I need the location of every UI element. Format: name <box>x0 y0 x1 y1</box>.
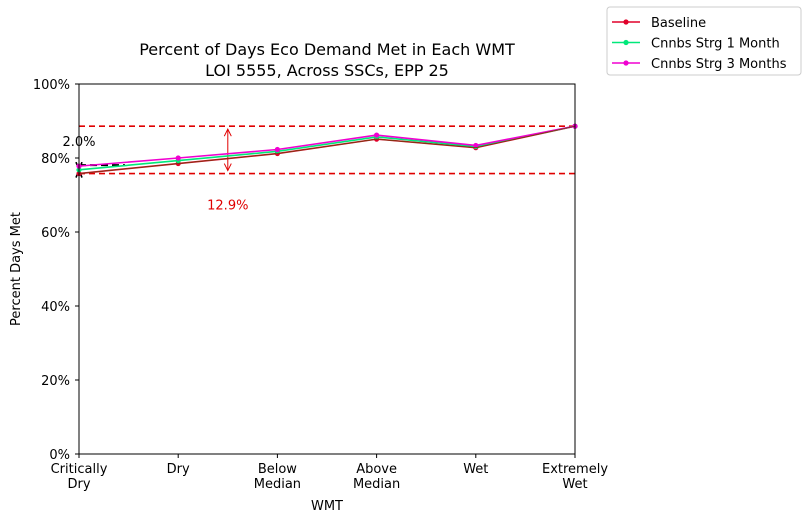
range-label: 12.9% <box>207 199 248 214</box>
x-tick-label: Wet <box>463 462 488 477</box>
series-line-1 <box>78 125 576 171</box>
series-2-point-2 <box>274 146 280 153</box>
x-tick-label: Above Median <box>353 462 400 492</box>
x-tick-label: Dry <box>167 462 190 477</box>
plot-frame <box>78 83 576 455</box>
x-tick-label: Critically Dry <box>51 462 108 492</box>
legend-swatch-marker-1 <box>623 39 629 46</box>
series-line-2 <box>78 125 576 167</box>
legend-swatch-marker-2 <box>623 60 629 66</box>
range-arrow-head-bottom <box>223 163 232 172</box>
x-tick-label: Extremely Wet <box>542 462 608 492</box>
baseline-overlay-line <box>78 125 576 174</box>
series-2-point-1 <box>175 155 181 161</box>
range-arrow-head-top <box>223 128 232 137</box>
legend-label: Cnnbs Strg 3 Months <box>651 57 787 72</box>
legend-label: Baseline <box>651 16 706 31</box>
legend-label: Cnnbs Strg 1 Month <box>651 37 780 52</box>
y-tick-label: 20% <box>41 374 70 389</box>
series-2-point-3 <box>374 132 380 138</box>
x-tick-label: Below Median <box>254 462 301 492</box>
legend-swatch-marker-0 <box>623 19 629 25</box>
y-tick-label: 40% <box>41 300 70 315</box>
series-2-point-4 <box>473 142 479 149</box>
y-tick-label: 60% <box>41 226 70 241</box>
x-axis-label: WMT <box>311 499 343 514</box>
y-tick-label: 80% <box>41 152 70 167</box>
chart-title: Percent of Days Eco Demand Met in Each W… <box>139 40 515 59</box>
legend: Baseline Cnnbs Strg 1 Month Cnnbs Strg 3 M… <box>606 6 802 76</box>
chart-subtitle: LOI 5555, Across SSCs, EPP 25 <box>205 61 449 80</box>
y-tick-label: 100% <box>33 78 70 93</box>
legend-box <box>606 6 802 76</box>
y-tick-label: 0% <box>49 448 70 463</box>
y-axis-label: Percent Days Met <box>9 212 24 326</box>
